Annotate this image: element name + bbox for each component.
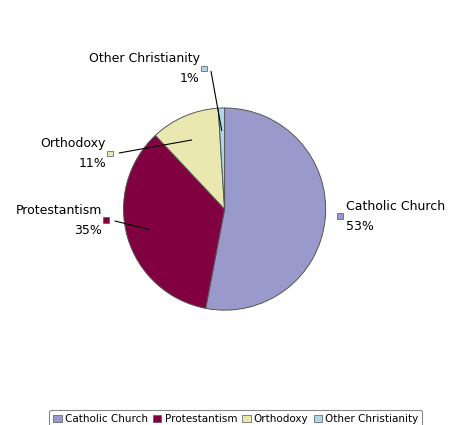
Text: Orthodoxy: Orthodoxy (40, 137, 106, 150)
Text: Protestantism: Protestantism (15, 204, 101, 217)
Text: Catholic Church: Catholic Church (345, 200, 444, 212)
Wedge shape (155, 108, 224, 209)
Bar (201, 66, 206, 71)
Wedge shape (205, 108, 325, 310)
Text: 53%: 53% (345, 220, 373, 232)
Text: 11%: 11% (78, 157, 106, 170)
Bar (103, 218, 108, 223)
Wedge shape (218, 108, 224, 209)
Text: 1%: 1% (180, 72, 200, 85)
Wedge shape (123, 136, 224, 309)
Text: 35%: 35% (74, 224, 101, 237)
Bar (107, 151, 113, 156)
Bar (336, 213, 342, 219)
Legend: Catholic Church, Protestantism, Orthodoxy, Other Christianity: Catholic Church, Protestantism, Orthodox… (49, 410, 421, 425)
Text: Other Christianity: Other Christianity (89, 52, 200, 65)
